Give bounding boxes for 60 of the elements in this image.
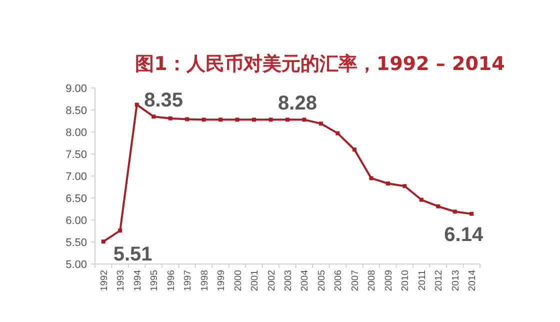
- y-tick-label: 6.00: [66, 215, 87, 227]
- y-tick-label: 5.50: [66, 237, 87, 249]
- point: [134, 102, 139, 107]
- y-tick-label: 9.00: [66, 83, 87, 95]
- data-label: 6.14: [444, 224, 484, 246]
- data-label: 8.28: [278, 92, 317, 115]
- x-tick-label: 1996: [166, 270, 177, 292]
- point: [268, 118, 273, 122]
- point: [218, 118, 223, 122]
- point: [452, 210, 457, 214]
- point: [118, 228, 122, 233]
- point: [352, 148, 356, 152]
- x-tick-label: 1998: [199, 270, 210, 292]
- x-tick-label: 2003: [283, 270, 294, 292]
- y-tick-label: 6.50: [66, 193, 87, 205]
- point: [101, 240, 106, 244]
- point: [470, 212, 474, 216]
- x-tick-label: 2005: [316, 270, 328, 292]
- x-tick-label: 1994: [132, 270, 144, 292]
- y-tick-label: 8.50: [66, 105, 87, 117]
- x-tick-label: 2013: [450, 270, 462, 292]
- point: [152, 114, 156, 119]
- point: [402, 184, 407, 188]
- x-tick-label: 2007: [350, 270, 361, 292]
- data-label: 8.35: [144, 90, 184, 112]
- x-tick-label: 2014: [467, 270, 478, 292]
- point: [168, 116, 172, 120]
- x-tick-label: 2002: [266, 270, 278, 292]
- y-tick-label: 5.00: [66, 259, 87, 271]
- x-tick-label: 1993: [116, 270, 127, 292]
- data-label: 5.51: [113, 244, 152, 266]
- x-tick-label: 2008: [366, 270, 378, 292]
- x-tick-label: 2010: [400, 270, 412, 292]
- x-tick-label: 2004: [300, 270, 311, 292]
- x-tick-label: 1995: [149, 270, 160, 292]
- point: [386, 181, 390, 186]
- x-tick-label: 1992: [98, 270, 110, 292]
- x-tick-label: 2006: [333, 270, 344, 292]
- point: [302, 118, 306, 122]
- x-tick-label: 1999: [216, 270, 228, 292]
- y-tick-label: 8.00: [66, 127, 87, 139]
- point: [286, 118, 290, 122]
- x-tick-label: 2012: [434, 270, 445, 292]
- point: [419, 198, 424, 202]
- point: [318, 122, 323, 126]
- point: [235, 118, 240, 122]
- point: [369, 176, 374, 180]
- point: [202, 118, 206, 122]
- y-tick-label: 7.50: [66, 149, 87, 161]
- chart-title: 图1：人民币对美元的汇率，1992 – 2014: [135, 53, 505, 75]
- x-tick-label: 1997: [182, 270, 194, 292]
- point: [436, 204, 440, 208]
- x-tick-label: 2001: [250, 270, 261, 292]
- x-tick-label: 2009: [383, 270, 394, 292]
- point: [336, 131, 340, 136]
- x-tick-label: 2000: [232, 270, 244, 292]
- point: [185, 117, 190, 122]
- point: [252, 118, 256, 122]
- y-tick-label: 7.00: [66, 171, 87, 183]
- x-tick-label: 2011: [416, 270, 428, 290]
